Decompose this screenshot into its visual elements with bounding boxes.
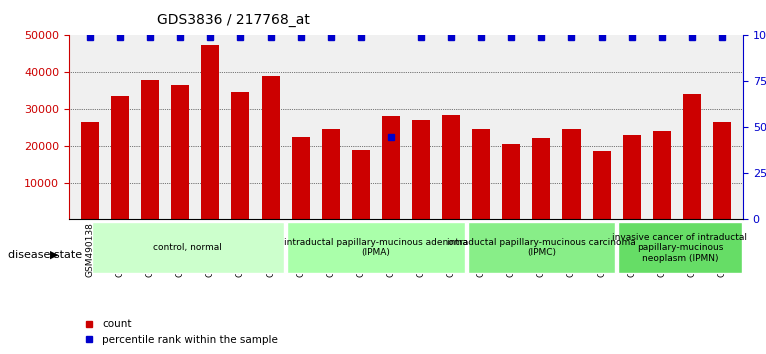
Bar <box>562 129 581 219</box>
Bar <box>713 122 731 219</box>
Bar <box>231 92 250 219</box>
Bar <box>141 80 159 219</box>
Bar <box>292 137 309 219</box>
Text: ▶: ▶ <box>50 250 58 260</box>
Bar <box>172 85 189 219</box>
Bar <box>382 116 400 219</box>
Bar <box>111 96 129 219</box>
Bar <box>322 129 340 219</box>
Bar <box>81 122 99 219</box>
Bar <box>201 45 219 219</box>
Bar <box>653 131 671 219</box>
Bar <box>472 129 490 219</box>
Bar <box>683 94 701 219</box>
Text: invasive cancer of intraductal
papillary-mucinous
neoplasm (IPMN): invasive cancer of intraductal papillary… <box>612 233 748 263</box>
Bar <box>412 120 430 219</box>
Bar <box>532 138 551 219</box>
Text: intraductal papillary-mucinous carcinoma
(IPMC): intraductal papillary-mucinous carcinoma… <box>447 238 636 257</box>
FancyBboxPatch shape <box>468 222 615 273</box>
Text: GDS3836 / 217768_at: GDS3836 / 217768_at <box>156 12 309 27</box>
Bar <box>623 135 640 219</box>
Bar <box>593 152 611 219</box>
Bar <box>261 76 280 219</box>
FancyBboxPatch shape <box>287 222 465 273</box>
FancyBboxPatch shape <box>618 222 741 273</box>
Bar <box>442 115 460 219</box>
Text: intraductal papillary-mucinous adenoma
(IPMA): intraductal papillary-mucinous adenoma (… <box>284 238 468 257</box>
Text: disease state: disease state <box>8 250 82 260</box>
FancyBboxPatch shape <box>91 222 284 273</box>
Bar <box>352 149 370 219</box>
Text: control, normal: control, normal <box>153 243 222 252</box>
Legend: count, percentile rank within the sample: count, percentile rank within the sample <box>74 315 283 349</box>
Bar <box>502 144 520 219</box>
